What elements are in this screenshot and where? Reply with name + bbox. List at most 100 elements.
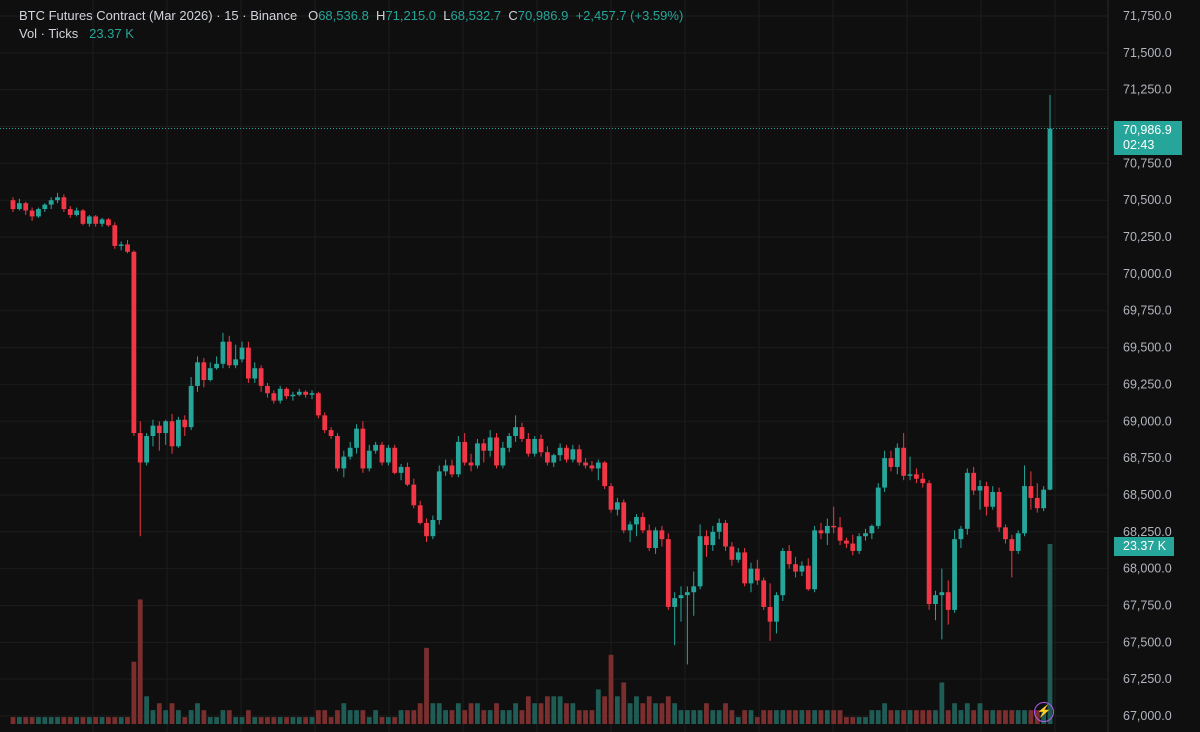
candle-body [805,565,811,590]
candle-body [163,421,169,434]
candle-body [61,197,67,210]
volume-bar [672,703,678,724]
volume-bar [971,710,977,724]
volume-bar [315,710,321,724]
candle-body [487,437,493,451]
volume-bar [678,710,684,724]
interval[interactable]: 15 [224,8,239,23]
candle-body [697,536,703,587]
price-axis-label: 71,750.0 [1123,9,1172,23]
volume-bar [500,710,506,724]
candle-body [176,419,181,447]
volume-bar [888,710,894,724]
price-axis-label: 67,500.0 [1123,635,1172,649]
volume-bar [729,710,735,724]
open-value: 68,536.8 [318,8,369,23]
candle-body [901,447,907,476]
volume-bar [570,703,576,724]
candle-body [704,536,709,546]
candle-body [398,466,404,473]
volume-bar [163,710,169,724]
high-value: 71,215.0 [385,8,437,23]
volume-bar [106,717,111,724]
volume-label[interactable]: Vol · Ticks [19,26,79,41]
candle-body [462,441,468,463]
volume-bar [761,710,767,724]
candle-body [684,592,690,596]
volume-bar [462,710,468,724]
volume-bar [239,717,245,724]
volume-bar [150,710,156,724]
candle-body [964,472,970,529]
volume-bar [265,717,270,724]
price-axis-label: 70,000.0 [1123,267,1172,281]
candle-body [723,522,728,547]
volume-bar [653,703,658,724]
candle-body [67,209,73,215]
high-label: H [376,8,386,23]
price-axis[interactable]: 67,000.0 67,250.0 67,500.0 67,750.0 68,000.0… [1107,0,1172,732]
volume-bar [296,717,302,724]
volume-bar [1022,710,1027,724]
volume-bar [328,717,334,724]
candle-body [926,483,932,604]
last-price-value: 70,986.9 [1123,123,1172,137]
volume-bar [926,710,932,724]
candle-body [665,539,671,607]
candle-body [729,546,735,560]
bar-countdown: 02:43 [1123,138,1155,152]
price-axis-label: 67,750.0 [1123,598,1172,612]
candle-body [335,436,340,469]
volume-bar [875,710,881,724]
volume-bar [786,710,792,724]
volume-bar [360,710,366,724]
volume-bar [799,710,805,724]
volume-bar [417,703,423,724]
volume-bar [335,710,340,724]
candle-body [837,527,843,541]
volume-bar [366,717,372,724]
candle-body [754,568,760,581]
candle-body [354,428,359,448]
volume-bar [1015,710,1021,724]
candle-body [430,520,436,537]
volume-bar [131,661,137,724]
symbol-name[interactable]: BTC Futures Contract (Mar 2026) [19,8,213,23]
candle-body [678,595,684,599]
candle-body [16,203,22,210]
volume-bar [595,689,601,724]
volume-bar [977,703,983,724]
candle-body [875,487,881,526]
candle-body [220,341,226,364]
candle-body [799,565,805,572]
candle-body [23,203,29,211]
price-axis-label: 69,750.0 [1123,304,1172,318]
bolt-icon[interactable]: ⚡ [1034,702,1054,722]
candle-body [1015,533,1021,551]
volume-bar [646,696,652,724]
volume-bar [793,710,798,724]
volume-bar [245,710,251,724]
candle-body [366,450,372,469]
volume-bar [42,717,48,724]
candle-body [939,592,945,596]
volume-bar [583,710,588,724]
volume-bar [392,717,398,724]
candle-body [602,462,608,487]
candle-body [525,438,531,454]
volume-bar [545,696,550,724]
candle-body [824,525,830,534]
volume-bar [602,696,608,724]
candle-body [245,347,251,379]
candle-body [125,244,130,252]
volume-bar [882,703,887,724]
candle-body [863,533,868,537]
volume-bar [532,703,538,724]
candle-body [233,359,239,366]
volume-bar [913,710,919,724]
candle-body [595,462,601,469]
candle-body [614,502,620,510]
volume-bar [723,703,728,724]
volume-bar [627,703,633,724]
